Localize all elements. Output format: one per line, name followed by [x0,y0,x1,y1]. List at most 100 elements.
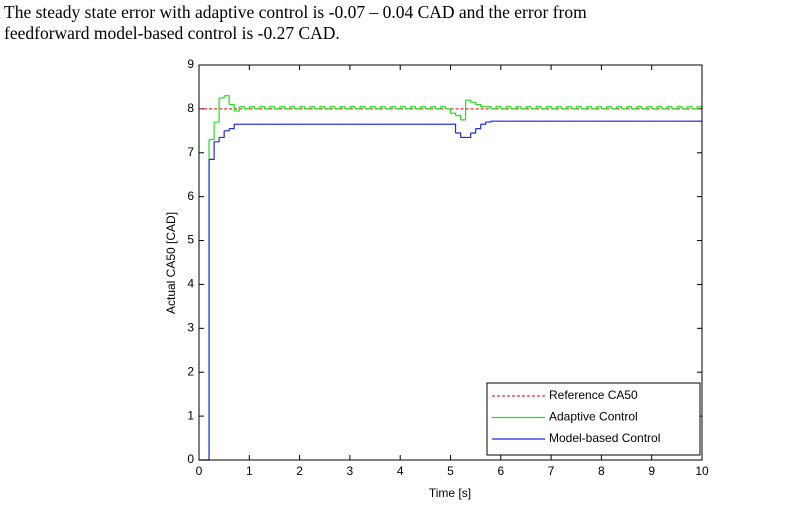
step-segment [400,106,406,109]
step-segment [344,106,351,110]
step-segment [666,106,673,109]
step-segment [581,106,587,110]
step-segment [475,103,482,107]
y-tick-label: 7 [187,145,194,159]
step-segment [395,106,401,110]
series-line [199,95,703,461]
x-tick-label: 2 [296,464,303,478]
step-segment [460,100,467,121]
step-segment [470,128,477,134]
step-segment [209,122,215,141]
step-segment [525,106,532,109]
paragraph-line: The steady state error with adaptive con… [4,2,587,22]
x-tick-label: 3 [347,464,354,478]
y-tick-label: 6 [187,189,194,203]
x-tick-label: 10 [695,464,709,478]
step-segment [410,106,416,109]
x-tick-label: 9 [648,464,655,478]
step-segment [681,106,688,110]
step-segment [229,103,235,112]
step-segment [415,106,421,110]
step-segment [591,106,597,110]
step-segment [299,106,306,109]
x-tick-label: 8 [598,464,605,478]
step-segment [375,106,381,110]
step-segment [334,106,341,110]
step-segment [520,106,527,110]
step-segment [566,106,572,109]
step-segment [385,106,391,110]
y-axis-label: Actual CA50 [CAD] [164,212,178,314]
y-tick-label: 2 [187,364,194,378]
step-segment [279,106,286,109]
step-segment [576,106,582,109]
step-segment [214,97,220,123]
step-segment [405,106,411,110]
step-segment [244,106,250,110]
x-tick-label: 5 [447,464,454,478]
step-segment [510,106,517,110]
y-tick-label: 1 [187,408,194,422]
step-segment [541,106,547,110]
step-segment [611,106,618,110]
x-tick-label: 4 [397,464,404,478]
step-segment [616,106,623,109]
step-segment [445,108,452,114]
step-segment [239,106,245,109]
step-segment [586,106,592,109]
step-segment [470,101,477,105]
step-segment [294,106,301,110]
step-segment [485,106,492,109]
step-segment [224,128,230,132]
paragraph-line: feedforward model-based control is -0.27… [4,23,340,43]
step-segment [671,106,678,110]
step-segment [214,137,220,143]
step-segment [515,106,522,109]
step-segment [500,106,507,110]
step-segment [495,106,502,109]
step-segment [435,106,442,110]
step-segment [546,106,552,109]
step-segment [390,106,396,109]
step-segment [254,106,260,110]
y-tick-label: 5 [187,233,194,247]
step-segment [475,124,482,130]
step-segment [425,106,431,110]
step-segment [571,106,577,110]
step-segment [234,106,240,112]
step-segment [450,112,457,116]
series-line [199,120,702,461]
step-segment [319,106,326,109]
step-segment [440,106,447,109]
step-segment [686,106,693,109]
step-segment [224,95,230,105]
step-segment [530,106,537,110]
step-segment [380,106,386,109]
x-tick-label: 1 [246,464,253,478]
step-segment [269,106,276,109]
step-segment [289,106,296,109]
step-segment [465,99,472,103]
step-segment [229,124,235,130]
legend-label: Reference CA50 [549,388,638,402]
step-segment [651,106,658,110]
x-tick-label: 6 [497,464,504,478]
step-segment [656,106,663,109]
step-segment [359,106,366,109]
step-segment [490,106,497,110]
step-segment [420,106,426,109]
step-segment [691,106,698,110]
step-segment [480,122,487,125]
step-segment [324,106,331,110]
step-segment [264,106,271,110]
step-segment [339,106,346,109]
step-segment [209,141,215,160]
axes-box [198,64,703,461]
x-axis-label: Time [s] [429,486,471,500]
step-segment [329,106,336,109]
step-segment [274,106,281,110]
step-segment [626,106,633,109]
x-tick-label: 7 [548,464,555,478]
step-segment [505,106,512,109]
step-segment [641,106,648,110]
